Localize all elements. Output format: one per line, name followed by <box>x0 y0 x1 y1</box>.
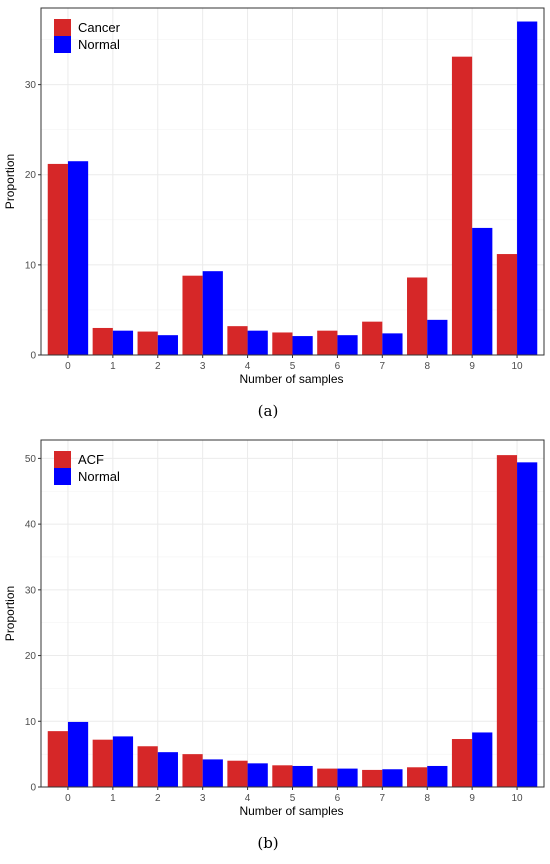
x-tick-label: 4 <box>245 361 251 372</box>
legend-swatch-normal <box>54 468 71 485</box>
x-tick-label: 3 <box>200 361 206 372</box>
bar-acf-1 <box>92 739 113 787</box>
legend-label-normal: Normal <box>78 37 120 52</box>
bar-acf-8 <box>407 767 428 787</box>
legend-label-cancer: Cancer <box>78 20 121 35</box>
x-tick-label: 1 <box>110 361 116 372</box>
y-tick-label: 40 <box>25 520 37 531</box>
bar-normal-8 <box>427 765 448 787</box>
x-tick-label: 10 <box>511 361 523 372</box>
legend-label-normal: Normal <box>78 469 120 484</box>
bar-normal-10 <box>517 462 538 787</box>
x-tick-label: 9 <box>469 361 475 372</box>
bar-cancer-3 <box>182 275 203 355</box>
chart-panel-b: 0 10 20 30 40 50 0 1 2 3 4 5 6 7 8 9 10 Number of samples… <box>0 432 550 864</box>
bar-acf-5 <box>272 765 293 787</box>
panel-caption: (b) <box>257 834 278 852</box>
x-tick-label: 3 <box>200 793 206 804</box>
x-tick-label: 5 <box>290 793 296 804</box>
x-axis-title: Number of samples <box>239 804 343 818</box>
bar-acf-7 <box>362 769 383 787</box>
legend-swatch-normal <box>54 36 71 53</box>
bar-normal-5 <box>292 765 313 787</box>
x-tick-label: 2 <box>155 361 161 372</box>
bar-normal-3 <box>202 271 223 355</box>
x-tick-label: 7 <box>380 361 386 372</box>
bars <box>47 21 538 356</box>
bar-normal-4 <box>247 330 268 355</box>
x-tick-label: 6 <box>335 361 341 372</box>
bar-normal-10 <box>517 21 538 356</box>
bar-acf-2 <box>137 746 158 787</box>
bar-normal-9 <box>472 227 493 355</box>
bar-acf-10 <box>496 455 518 787</box>
legend-swatch-acf <box>54 451 71 468</box>
y-tick-label: 30 <box>25 80 37 91</box>
bar-cancer-5 <box>272 332 293 355</box>
y-axis-title: Proportion <box>3 586 17 641</box>
bar-cancer-10 <box>496 254 518 355</box>
bar-cancer-7 <box>362 321 383 355</box>
y-tick-label: 20 <box>25 170 37 181</box>
bar-normal-3 <box>202 759 223 787</box>
bar-normal-7 <box>382 769 403 787</box>
panel-caption: (a) <box>258 402 279 420</box>
x-tick-label: 7 <box>380 793 386 804</box>
bar-acf-3 <box>182 754 203 787</box>
x-tick-label: 9 <box>469 793 475 804</box>
grid-lines <box>41 440 544 788</box>
bar-cancer-1 <box>92 327 113 355</box>
bar-cancer-2 <box>137 331 158 355</box>
bar-acf-9 <box>451 739 473 787</box>
x-tick-label: 0 <box>65 793 71 804</box>
bar-cancer-6 <box>317 330 338 355</box>
bar-normal-0 <box>67 721 89 787</box>
bar-normal-2 <box>157 752 178 787</box>
bar-cancer-4 <box>227 326 248 355</box>
bar-normal-1 <box>112 736 134 787</box>
x-tick-label: 6 <box>335 793 341 804</box>
y-tick-label: 20 <box>25 651 37 662</box>
bar-normal-7 <box>382 333 403 355</box>
bar-normal-6 <box>337 335 358 355</box>
bars <box>47 455 538 787</box>
bar-acf-6 <box>317 768 338 787</box>
legend-swatch-cancer <box>54 19 71 36</box>
legend-label-acf: ACF <box>78 452 104 467</box>
x-tick-label: 0 <box>65 361 71 372</box>
y-tick-label: 0 <box>30 351 36 362</box>
bar-cancer-9 <box>451 56 473 355</box>
x-tick-label: 2 <box>155 793 161 804</box>
y-tick-label: 0 <box>30 783 36 794</box>
bar-acf-0 <box>47 731 68 787</box>
legend: ACF Normal <box>54 451 120 485</box>
y-axis-title: Proportion <box>3 154 17 209</box>
bar-normal-5 <box>292 336 313 355</box>
bar-normal-0 <box>67 161 89 355</box>
x-tick-label: 8 <box>424 793 430 804</box>
x-tick-label: 4 <box>245 793 251 804</box>
y-tick-label: 30 <box>25 585 37 596</box>
bar-cancer-8 <box>407 277 428 355</box>
bar-cancer-0 <box>47 163 68 355</box>
bar-normal-9 <box>472 732 493 787</box>
y-tick-label: 50 <box>25 454 37 465</box>
bar-chart-a: 0 10 20 30 0 1 2 3 4 5 6 7 8 9 10 Number of samples Prop… <box>3 7 545 420</box>
bar-chart-b: 0 10 20 30 40 50 0 1 2 3 4 5 6 7 8 9 10 Number of samples… <box>3 439 545 852</box>
bar-normal-2 <box>157 335 178 355</box>
x-axis-title: Number of samples <box>239 372 343 386</box>
x-tick-label: 1 <box>110 793 116 804</box>
x-tick-label: 8 <box>424 361 430 372</box>
bar-normal-4 <box>247 763 268 787</box>
bar-normal-1 <box>112 330 134 355</box>
x-tick-label: 5 <box>290 361 296 372</box>
legend: Cancer Normal <box>54 19 121 53</box>
bar-normal-6 <box>337 768 358 787</box>
bar-normal-8 <box>427 319 448 355</box>
y-tick-label: 10 <box>25 717 37 728</box>
bar-acf-4 <box>227 760 248 787</box>
x-tick-label: 10 <box>511 793 523 804</box>
chart-panel-a: 0 10 20 30 0 1 2 3 4 5 6 7 8 9 10 Number of samples Prop… <box>3 7 545 420</box>
y-tick-label: 10 <box>25 260 37 271</box>
